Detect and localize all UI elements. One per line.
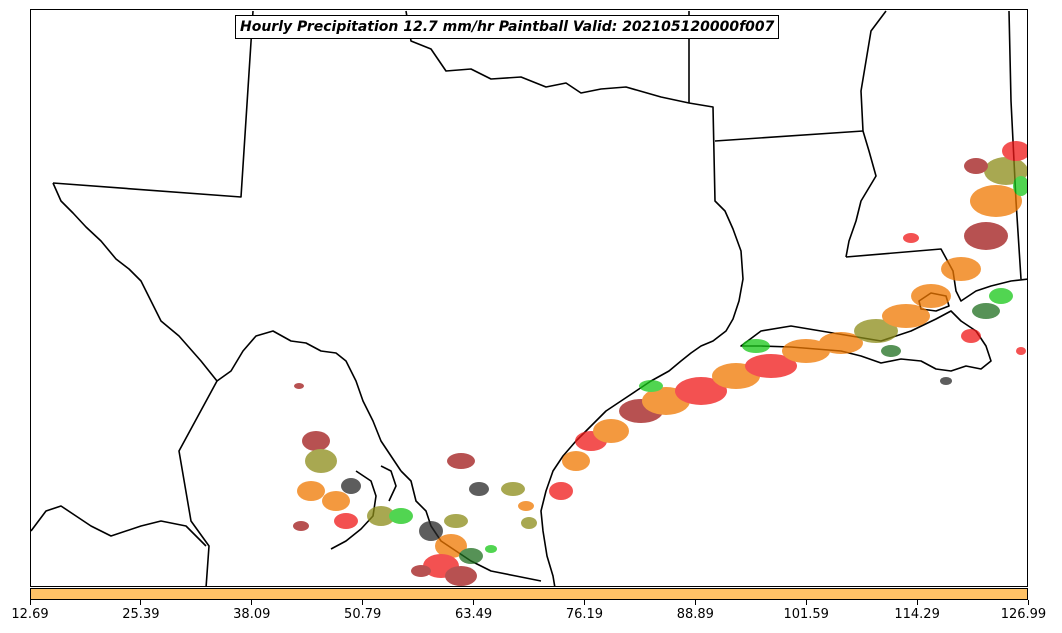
colorbar-tick-label: 126.99 xyxy=(1000,607,1047,622)
colorbar-tick-label: 88.89 xyxy=(676,607,714,622)
precipitation-paintballs xyxy=(293,141,1027,586)
map-panel: Hourly Precipitation 12.7 mm/hr Paintbal… xyxy=(30,9,1028,587)
colorbar-tick-label: 63.49 xyxy=(454,607,493,622)
map-title: Hourly Precipitation 12.7 mm/hr Paintbal… xyxy=(235,15,780,39)
colorbar-tick xyxy=(29,600,31,605)
colorbar-tick-label: 50.79 xyxy=(344,607,382,622)
colorbar-tick-label: 101.59 xyxy=(783,607,829,622)
colorbar-tick xyxy=(362,600,364,605)
arkansas-south-border xyxy=(714,130,864,142)
colorbar-tick xyxy=(473,600,475,605)
mississippi-river xyxy=(845,10,887,258)
colorbar-tick-label: 12.69 xyxy=(11,607,49,622)
colorbar-tick xyxy=(140,600,142,605)
mexico-state-border-1 xyxy=(178,380,218,586)
map-canvas xyxy=(31,10,1027,586)
colorbar-tick-label: 114.29 xyxy=(894,607,940,622)
state-borders xyxy=(31,10,1027,586)
colorbar-tick xyxy=(805,600,807,605)
colorbar-tick xyxy=(916,600,918,605)
colorbar xyxy=(30,588,1028,600)
colorbar-tick-label: 38.09 xyxy=(233,607,271,622)
colorbar-tick xyxy=(694,600,696,605)
louisiana-north-border xyxy=(845,248,1027,302)
colorbar-tick-label: 25.39 xyxy=(122,607,160,622)
colorbar-tick xyxy=(583,600,585,605)
mexico-state-border-2 xyxy=(31,505,207,547)
colorbar-tick xyxy=(1027,600,1029,605)
texas-border xyxy=(52,10,744,586)
colorbar-tick-label: 76.19 xyxy=(565,607,604,622)
mexico-state-border-5 xyxy=(380,465,397,502)
texas-west-border xyxy=(52,182,402,472)
colorbar-tick xyxy=(251,600,253,605)
